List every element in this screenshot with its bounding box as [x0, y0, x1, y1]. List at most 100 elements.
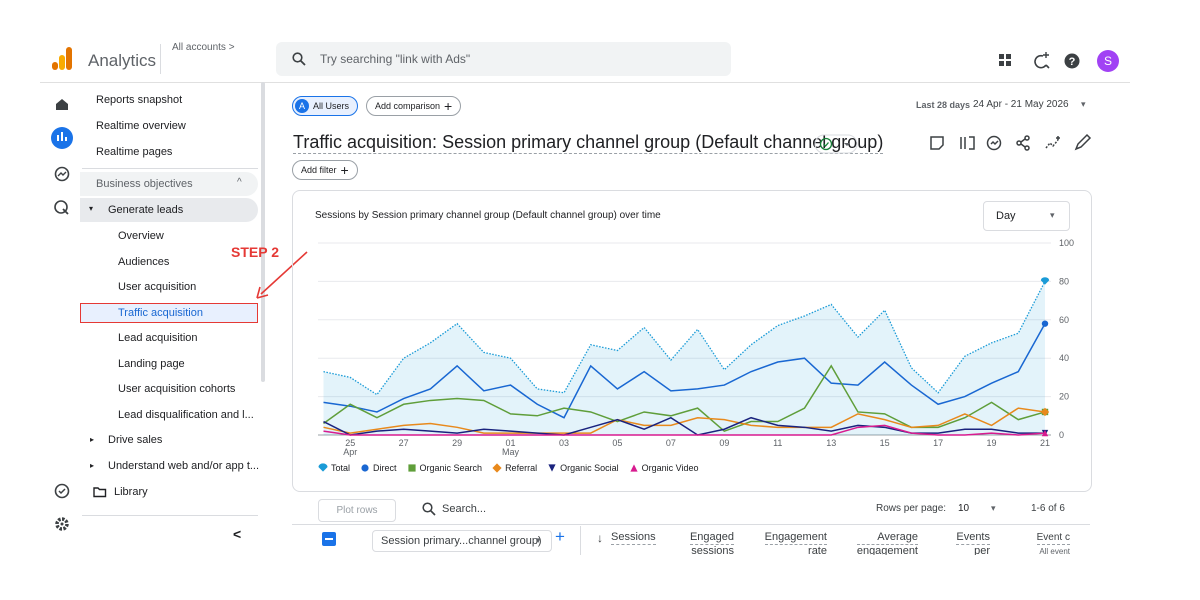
- column-header[interactable]: Average engagement: [856, 531, 918, 555]
- x-tick-label: 13: [826, 438, 836, 448]
- legend-marker-shape: [318, 463, 328, 472]
- nav-item[interactable]: User acquisition cohorts: [118, 383, 236, 395]
- date-range[interactable]: 24 Apr - 21 May 2026: [973, 99, 1069, 110]
- column-header-line: All event: [1039, 547, 1070, 555]
- nav-item[interactable]: Reports snapshot: [96, 94, 183, 106]
- search-box[interactable]: Try searching "link with Ads": [276, 42, 731, 76]
- page-title: Traffic acquisition: Session primary cha…: [293, 132, 884, 154]
- nav-item[interactable]: Landing page: [118, 358, 185, 370]
- legend-marker: [630, 464, 638, 472]
- chart: 0 20 40 60 80 100 25 Apr 27 29 01 May 03 05 07 09 11 13 15…: [318, 238, 1074, 457]
- rows-per-page[interactable]: 10: [958, 503, 970, 514]
- nav-section[interactable]: Business objectives: [96, 178, 193, 190]
- nav-group[interactable]: Understand web and/or app t...: [108, 460, 260, 472]
- plot-rows-button[interactable]: Plot rows: [318, 499, 396, 522]
- y-tick-label: 0: [1059, 430, 1064, 440]
- x-tick-label: 21: [1040, 438, 1050, 448]
- annotation: STEP 2: [231, 244, 279, 260]
- line: [323, 281, 1046, 396]
- legend-item[interactable]: Total: [318, 463, 350, 473]
- segment-badge: A: [295, 99, 309, 113]
- legend-marker-shape: [548, 464, 556, 472]
- y-tick-label: 40: [1059, 353, 1069, 363]
- nav-item[interactable]: Realtime pages: [96, 146, 173, 158]
- search-icon: [292, 52, 306, 66]
- caret: ▾: [1050, 210, 1055, 220]
- chevron: ^: [237, 177, 242, 188]
- segment-chip[interactable]: A All Users: [292, 96, 359, 116]
- nav-library[interactable]: Library: [114, 486, 148, 498]
- legend-item[interactable]: Direct: [360, 463, 397, 473]
- legend-label: Organic Social: [560, 463, 619, 473]
- nav-group[interactable]: Generate leads: [108, 204, 184, 216]
- legend-marker-shape: [630, 464, 638, 472]
- sort-arrow: ↓: [597, 531, 603, 545]
- icon-rail: [51, 99, 73, 531]
- column-header-line: Average: [856, 531, 918, 545]
- column-header-line: Engaged: [689, 531, 734, 545]
- checkbox-dash: [325, 538, 333, 540]
- account-picker[interactable]: All accounts >: [172, 42, 235, 53]
- nav-item[interactable]: Lead acquisition: [118, 332, 198, 344]
- interval-select[interactable]: Day ▾: [983, 201, 1070, 231]
- nav-item[interactable]: Lead disqualification and l...: [118, 409, 254, 421]
- caret: ▾: [536, 535, 541, 545]
- divider: [82, 168, 258, 169]
- caret: ▸: [90, 435, 95, 444]
- y-tick-label: 100: [1059, 238, 1074, 248]
- x-tick-label: 27: [399, 438, 409, 448]
- section-bg: [80, 172, 258, 196]
- column-header[interactable]: Event c All event: [1036, 531, 1070, 555]
- column-header-line: sessions: [690, 545, 734, 555]
- legend-label: Total: [331, 463, 351, 473]
- add-dimension[interactable]: +: [555, 527, 565, 546]
- column-header[interactable]: Events per: [956, 531, 990, 555]
- add-filter-label: Add filter: [301, 165, 337, 175]
- column-header[interactable]: Engagement rate: [764, 531, 827, 555]
- dimension-select[interactable]: Session primary...channel group) ▾: [372, 530, 552, 552]
- avatar[interactable]: S: [1097, 50, 1119, 72]
- table-search[interactable]: Search...: [442, 503, 487, 515]
- nav-item[interactable]: Overview: [118, 230, 164, 242]
- column-header-line: engagement: [857, 545, 918, 555]
- column-header-line: Event c: [1036, 532, 1070, 545]
- caret: ▸: [90, 461, 95, 470]
- legend: Total Direct Organic Search Referral Organic…: [318, 463, 698, 473]
- nav-item[interactable]: User acquisition: [118, 281, 197, 293]
- caret: ▾: [991, 503, 996, 513]
- collapse-button[interactable]: <: [233, 526, 242, 542]
- legend-label: Referral: [505, 463, 538, 473]
- line: [323, 364, 1046, 433]
- x-tick-label: 05: [612, 438, 622, 448]
- y-tick-label: 80: [1059, 276, 1069, 286]
- folder-icon: [93, 487, 107, 498]
- x-tick-label: 01 May: [502, 438, 520, 457]
- select-all-checkbox[interactable]: [322, 532, 336, 546]
- nav-item-active[interactable]: Traffic acquisition: [118, 307, 203, 319]
- divider: [580, 526, 581, 555]
- nav-group[interactable]: Drive sales: [108, 434, 163, 446]
- line: [323, 323, 1046, 419]
- column-header[interactable]: Engaged sessions: [689, 531, 734, 555]
- logo: [52, 47, 72, 70]
- column-header[interactable]: Sessions: [611, 531, 656, 545]
- nav-item[interactable]: Audiences: [118, 256, 170, 268]
- legend-item[interactable]: Referral: [492, 463, 537, 473]
- legend-item[interactable]: Organic Social: [547, 463, 619, 473]
- legend-marker: [407, 464, 416, 472]
- legend-label: Organic Search: [419, 463, 483, 473]
- nav-item[interactable]: Realtime overview: [96, 120, 186, 132]
- plus-icon: +: [340, 162, 349, 178]
- legend-marker: [548, 464, 556, 472]
- column-header-line: Sessions: [611, 531, 656, 545]
- legend-item[interactable]: Organic Search: [407, 463, 483, 473]
- add-comparison-label: Add comparison: [375, 101, 441, 111]
- line: [323, 407, 1046, 434]
- divider: [292, 524, 1090, 525]
- add-comparison[interactable]: Add comparison +: [366, 96, 462, 116]
- column-header-line: rate: [765, 545, 827, 555]
- add-filter[interactable]: Add filter +: [292, 160, 358, 180]
- end-marker: [1041, 429, 1049, 437]
- legend-item[interactable]: Organic Video: [629, 463, 698, 473]
